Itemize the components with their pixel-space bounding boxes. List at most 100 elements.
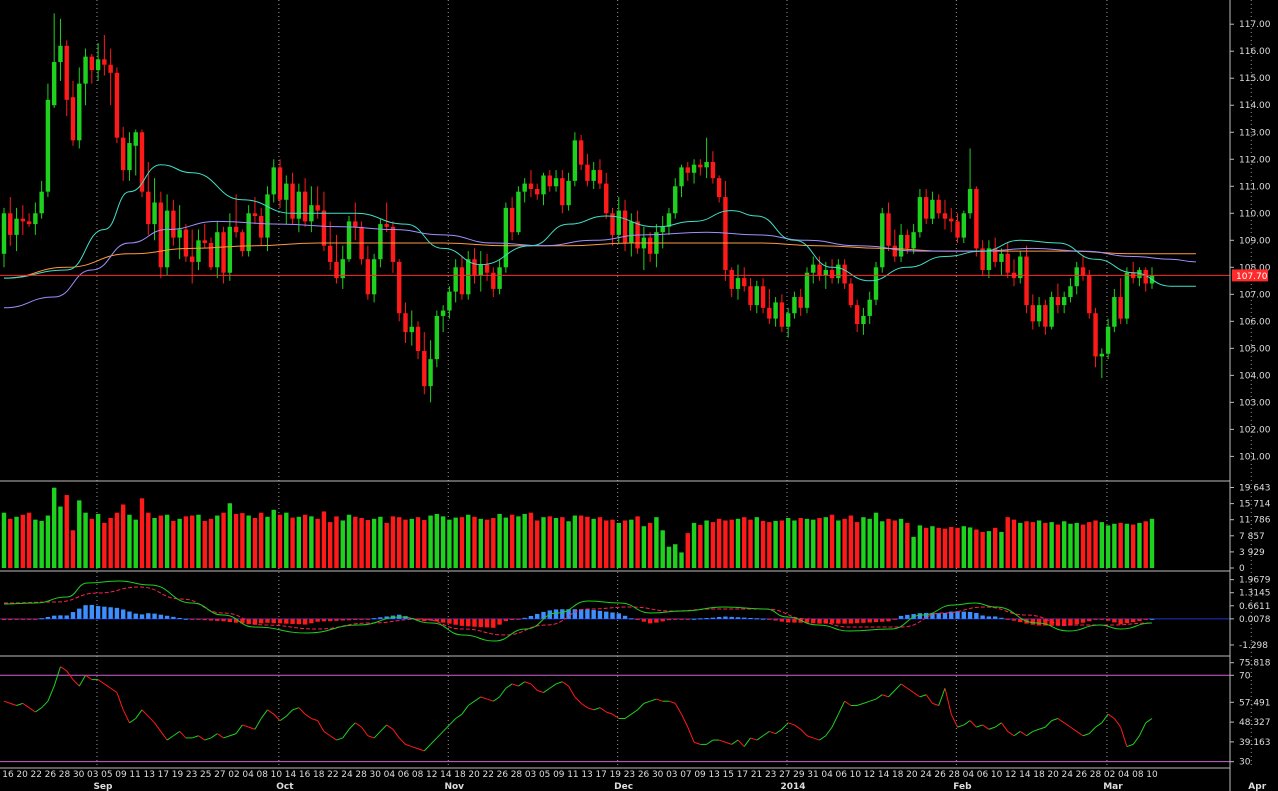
candlestick (384, 202, 389, 233)
volume-bar (271, 509, 276, 568)
macd-histogram-bar (503, 618, 509, 622)
macd-histogram-bar (302, 618, 308, 625)
volume-bar (1074, 522, 1079, 568)
candle-body (26, 221, 32, 225)
rsi-segment (505, 683, 513, 689)
candle-body (484, 264, 490, 273)
candlestick (848, 278, 854, 308)
candlestick (64, 40, 69, 117)
x-day-label: 04 (1118, 770, 1130, 780)
macd-histogram-bar (528, 615, 534, 619)
candlestick (892, 229, 897, 262)
volume-bar (641, 526, 647, 568)
rsi-segment (1082, 733, 1090, 737)
macd-histogram-bar (660, 618, 665, 622)
volume-bar (1030, 522, 1036, 568)
candlestick (604, 172, 609, 219)
macd-histogram-bar (980, 615, 985, 619)
rsi-segment (122, 709, 130, 724)
candle-body (221, 232, 226, 273)
candle-body (861, 315, 866, 325)
candlestick (553, 170, 559, 192)
candle-body (1061, 297, 1067, 306)
candlestick (246, 205, 251, 257)
rsi-segment (687, 726, 695, 743)
volume-bar (660, 530, 665, 568)
candlestick (215, 221, 220, 279)
volume-bar (503, 517, 509, 568)
x-day-label: 22 (482, 770, 493, 780)
macd-histogram-bar (227, 618, 233, 623)
rsi-segment (762, 731, 770, 737)
x-day-label: 09 (694, 770, 706, 780)
volume-bar (861, 517, 866, 568)
volume-bar (321, 511, 327, 568)
candlestick (409, 310, 414, 346)
candlestick (221, 226, 226, 284)
candlestick (585, 153, 590, 187)
candle-body (271, 167, 276, 195)
rsi-tick-label: 30 (1239, 758, 1251, 768)
candle-body (604, 183, 609, 214)
rsi-segment (1007, 731, 1015, 737)
x-day-label: 10 (850, 770, 862, 780)
candlestick (233, 194, 239, 238)
x-day-label: 17 (737, 770, 748, 780)
candle-body (848, 283, 854, 306)
candlestick (277, 159, 283, 208)
candle-body (829, 270, 835, 279)
volume-tick-label: 19 643 (1239, 484, 1271, 494)
candle-body (748, 286, 753, 306)
candlestick (415, 321, 421, 360)
candlestick (992, 237, 998, 268)
macd-histogram-bar (923, 612, 929, 619)
candlestick (710, 151, 716, 184)
rsi-segment (254, 718, 262, 730)
rsi-segment (725, 741, 732, 745)
macd-histogram-bar (428, 618, 433, 621)
volume-bar (422, 520, 427, 568)
candle-body (102, 59, 107, 65)
volume-bar (384, 522, 389, 568)
candle-body (509, 207, 515, 233)
macd-histogram-bar (942, 612, 948, 619)
candlestick (146, 161, 151, 235)
macd-histogram-bar (89, 604, 95, 619)
candle-body (233, 226, 239, 233)
candlestick (773, 297, 778, 327)
candlestick (509, 197, 515, 241)
macd-histogram-bar (992, 616, 998, 619)
volume-bar (930, 526, 935, 568)
x-day-label: 22 (31, 770, 42, 780)
volume-bar (566, 521, 571, 568)
candlestick (371, 253, 377, 303)
macd-histogram-bar (20, 618, 26, 620)
candlestick (873, 261, 879, 306)
rsi-segment (16, 702, 23, 706)
price-tick-label: 103.00 (1239, 398, 1271, 408)
moving-average-fast (3, 164, 1196, 287)
candlestick (1024, 245, 1029, 314)
candlestick (114, 67, 120, 144)
candlestick (785, 307, 791, 338)
macd-histogram-bar (804, 618, 810, 623)
x-day-label: 05 (539, 770, 550, 780)
candle-body (905, 234, 910, 249)
candlestick (1043, 299, 1048, 335)
macd-histogram-bar (560, 609, 565, 619)
x-month-label: Mar (1103, 782, 1123, 791)
volume-bar (1049, 522, 1054, 568)
volume-bar (735, 518, 741, 568)
candlestick (967, 148, 973, 219)
macd-histogram-bar (861, 618, 866, 623)
rsi-segment (135, 709, 143, 719)
x-month-label: Sep (93, 782, 113, 791)
macd-histogram-bar (848, 618, 854, 624)
rsi-segment (248, 726, 256, 730)
volume-bar (955, 527, 960, 568)
rsi-segment (957, 724, 964, 728)
macd-histogram-bar (798, 618, 803, 623)
macd-histogram-bar (353, 618, 358, 620)
candlestick (742, 267, 747, 292)
candlestick (472, 248, 477, 284)
